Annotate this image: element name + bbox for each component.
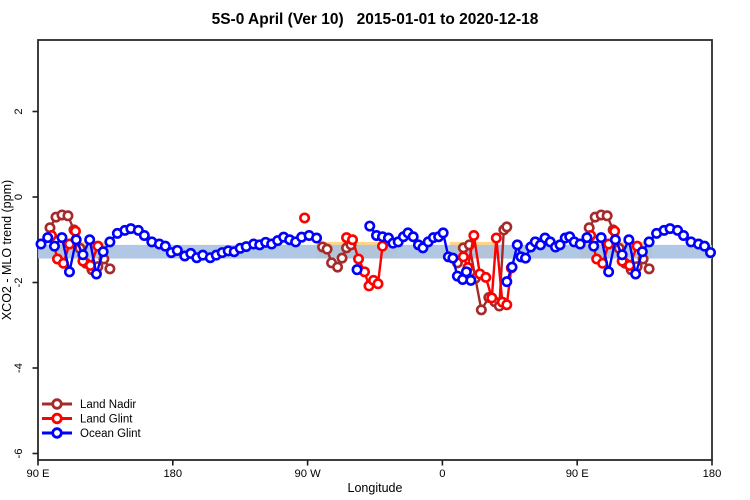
series-ocean-glint-point — [437, 227, 449, 239]
series-ocean-glint-point — [603, 266, 615, 278]
series-land-glint-point — [486, 292, 498, 304]
series-ocean-glint-point — [520, 252, 532, 264]
series-ocean-glint-point — [699, 240, 711, 252]
series-ocean-glint-point — [364, 220, 376, 232]
series-ocean-glint-point — [636, 246, 648, 258]
series-ocean-glint-point — [678, 229, 690, 241]
series-ocean-glint-point — [460, 266, 472, 278]
series-ocean-glint-point — [595, 232, 607, 244]
series-ocean-glint-point — [506, 261, 518, 273]
x-tick-label: 180 — [163, 468, 182, 480]
series-ocean-glint-point — [77, 249, 89, 261]
series-ocean-glint-point — [643, 236, 655, 248]
series-ocean-glint-point — [56, 232, 68, 244]
series-ocean-glint-point — [138, 229, 150, 241]
series-land-nadir-point — [643, 263, 655, 275]
series-ocean-glint-point — [84, 234, 96, 246]
series-land-nadir-point — [336, 252, 348, 264]
series-land-nadir-point — [104, 263, 116, 275]
series-land-glint-point — [480, 271, 492, 283]
series-ocean-glint-point — [70, 234, 82, 246]
y-tick-label: -2 — [13, 278, 25, 288]
legend-land-glint-label: Land Glint — [80, 414, 133, 426]
x-tick-label: 180 — [703, 468, 722, 480]
series-land-nadir-point — [475, 304, 487, 316]
series-ocean-glint-point — [574, 238, 586, 250]
legend-ocean-glint-label: Ocean Glint — [80, 428, 142, 440]
series-land-glint-point — [609, 225, 621, 237]
series-ocean-glint-point — [97, 246, 109, 258]
series-land-glint-point — [457, 251, 469, 263]
x-tick-label: 0 — [439, 468, 445, 480]
series-land-nadir-point — [332, 261, 344, 273]
x-tick-label: 90 E — [26, 468, 49, 480]
series-land-nadir-point — [601, 210, 613, 222]
series-land-nadir-point — [501, 221, 513, 233]
series-ocean-glint-point — [351, 264, 363, 276]
series-ocean-glint-point — [616, 249, 628, 261]
series-land-glint-point — [372, 278, 384, 290]
series-land-glint-point — [376, 240, 388, 252]
x-tick-label: 90 W — [295, 468, 322, 480]
series-ocean-glint-point — [311, 232, 323, 244]
y-tick-label: -6 — [13, 449, 25, 459]
series-ocean-glint-point — [447, 252, 459, 264]
y-tick-label: 2 — [13, 108, 25, 114]
series-ocean-glint-point — [159, 240, 171, 252]
series-land-glint-point — [468, 229, 480, 241]
legend-ocean-glint-marker — [51, 427, 63, 439]
series-ocean-glint-point — [407, 231, 419, 243]
legend-land-nadir-marker — [51, 398, 63, 410]
series-ocean-glint-point — [171, 244, 183, 256]
series-ocean-glint-point — [90, 268, 102, 280]
series-ocean-glint-point — [35, 238, 47, 250]
legend-land-nadir-label: Land Nadir — [80, 399, 136, 411]
series-ocean-glint-point — [63, 266, 75, 278]
series-ocean-glint-point — [48, 240, 60, 252]
series-land-glint-point — [347, 234, 359, 246]
series-ocean-glint-point — [588, 240, 600, 252]
x-tick-label: 90 E — [566, 468, 589, 480]
series-land-glint-point — [69, 225, 81, 237]
series-ocean-glint-point — [465, 274, 477, 286]
series-ocean-glint-point — [609, 234, 621, 246]
x-axis-label: Longitude — [348, 481, 403, 495]
series-land-glint-point — [353, 253, 365, 265]
series-ocean-glint-point — [104, 236, 116, 248]
chart-title: 5S-0 April (Ver 10) 2015-01-01 to 2020-1… — [212, 11, 539, 28]
series-land-glint-point — [299, 212, 311, 224]
y-tick-label: 0 — [13, 194, 25, 200]
series-ocean-glint-point — [554, 239, 566, 251]
series-land-glint-point — [501, 299, 513, 311]
plot-area: 90 E 180 90 W 0 90 E 180 2 0 -2 -4 -6 Land Nadir Lan… — [13, 39, 722, 480]
series-land-glint-point — [490, 232, 502, 244]
series-land-nadir-point — [321, 243, 333, 255]
y-tick-label: -4 — [13, 363, 25, 373]
legend-land-glint-marker — [51, 412, 63, 425]
series-land-nadir-point — [62, 210, 74, 222]
series-ocean-glint-point — [501, 276, 513, 288]
series-ocean-glint-point — [511, 239, 523, 251]
series-ocean-glint-point — [42, 232, 54, 244]
series-ocean-glint-point — [581, 232, 593, 244]
series-ocean-glint-point — [705, 247, 717, 259]
y-axis-label: XCO2 - MLO trend (ppm) — [0, 180, 14, 320]
series-ocean-glint-point — [623, 234, 635, 246]
series-ocean-glint-point — [630, 268, 642, 280]
